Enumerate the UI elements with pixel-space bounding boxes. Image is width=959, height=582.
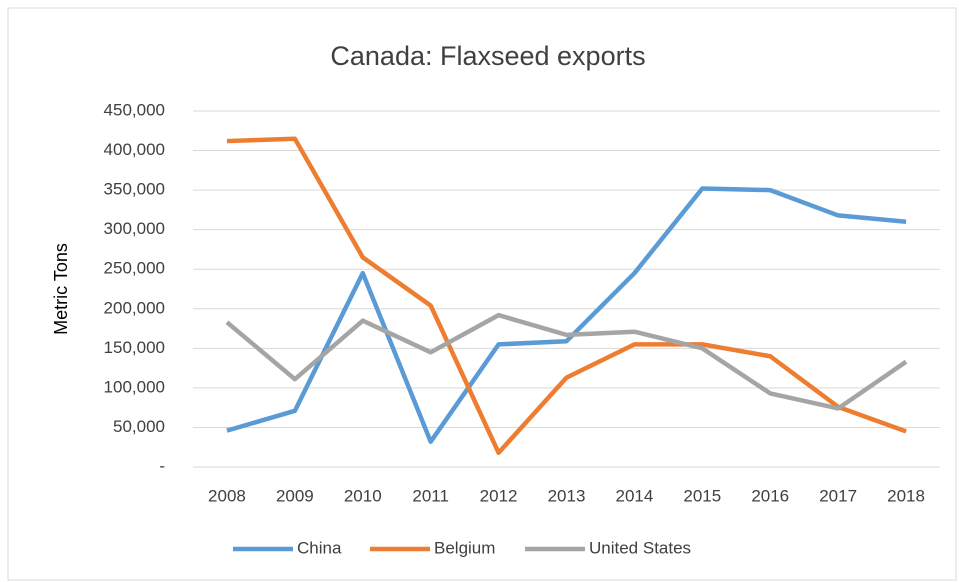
- series-line: [226, 136, 907, 456]
- x-tick-label: 2016: [751, 486, 789, 505]
- y-tick-label: 100,000: [104, 377, 165, 396]
- y-tick-label: 400,000: [104, 140, 165, 159]
- x-tick-label: 2017: [819, 486, 857, 505]
- y-tick-label: 300,000: [104, 219, 165, 238]
- y-tick-label: 450,000: [104, 100, 165, 119]
- x-tick-label: 2014: [615, 486, 653, 505]
- chart-title: Canada: Flaxseed exports: [330, 41, 645, 71]
- y-tick-label: -: [159, 456, 165, 475]
- y-tick-label: 50,000: [113, 417, 165, 436]
- y-tick-label: 350,000: [104, 180, 165, 199]
- x-tick-label: 2011: [412, 486, 449, 505]
- series-line: [225, 312, 908, 411]
- legend-label: United States: [589, 538, 691, 557]
- x-tick-label: 2013: [548, 486, 586, 505]
- legend-label: China: [297, 538, 342, 557]
- x-tick-label: 2008: [208, 486, 246, 505]
- y-tick-label: 200,000: [104, 298, 165, 317]
- chart-border: [7, 7, 957, 581]
- legend-label: Belgium: [434, 538, 495, 557]
- x-tick-label: 2012: [480, 486, 518, 505]
- y-tick-label: 150,000: [104, 338, 165, 357]
- y-tick-label: 250,000: [104, 259, 165, 278]
- x-tick-label: 2015: [683, 486, 721, 505]
- x-tick-label: 2009: [276, 486, 314, 505]
- x-tick-label: 2018: [887, 486, 925, 505]
- y-axis-label: Metric Tons: [51, 243, 71, 335]
- series-line: [226, 186, 907, 444]
- x-tick-label: 2010: [344, 486, 382, 505]
